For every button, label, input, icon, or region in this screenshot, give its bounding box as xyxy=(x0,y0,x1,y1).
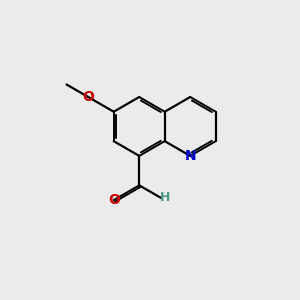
Text: N: N xyxy=(184,149,196,163)
Text: O: O xyxy=(82,90,94,104)
Text: H: H xyxy=(160,191,170,204)
Text: O: O xyxy=(108,193,120,207)
